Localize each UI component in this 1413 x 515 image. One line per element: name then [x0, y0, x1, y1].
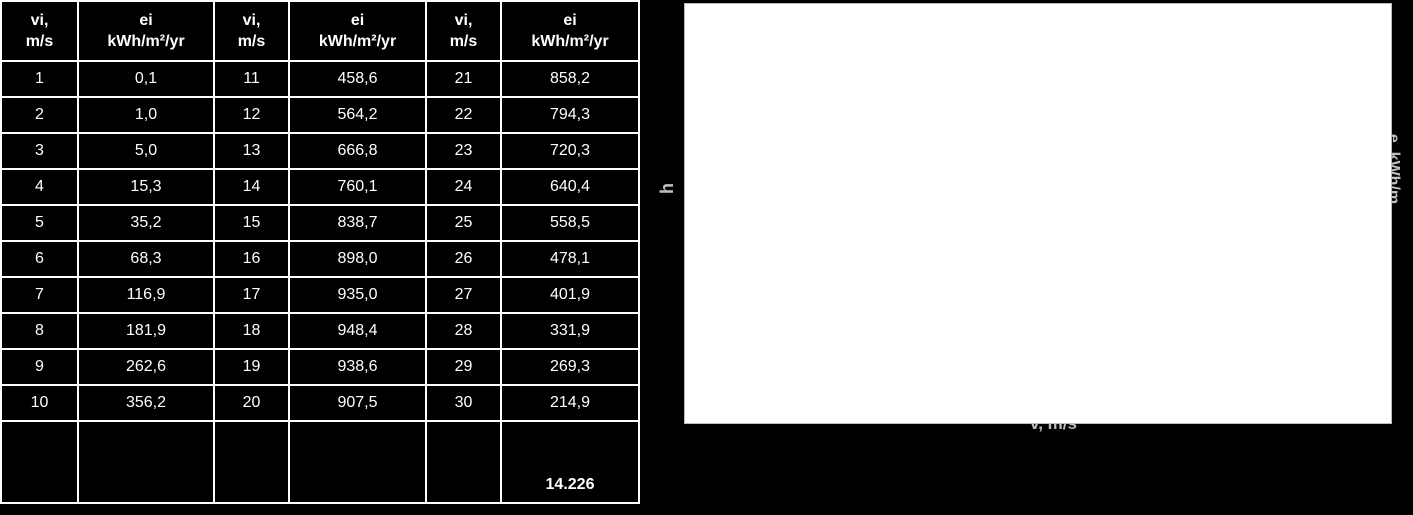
cell-energy: 269,3 — [500, 348, 640, 386]
empty-cell — [77, 420, 215, 504]
cell-energy: 898,0 — [288, 240, 427, 278]
table-row: 7 116,9 17 935,0 27 401,9 — [0, 276, 640, 314]
chart-panel — [684, 3, 1392, 424]
cell-speed: 21 — [425, 60, 502, 98]
cell-speed: 18 — [213, 312, 290, 350]
cell-energy: 838,7 — [288, 204, 427, 242]
cell-energy: 858,2 — [500, 60, 640, 98]
empty-cell — [0, 420, 79, 504]
cell-energy: 907,5 — [288, 384, 427, 422]
cell-speed: 6 — [0, 240, 79, 278]
cell-speed: 17 — [213, 276, 290, 314]
cell-energy: 214,9 — [500, 384, 640, 422]
header-speed-1: vi, m/s — [0, 0, 79, 62]
cell-energy: 35,2 — [77, 204, 215, 242]
cell-speed: 28 — [425, 312, 502, 350]
table-row: 10 356,2 20 907,5 30 214,9 — [0, 384, 640, 422]
cell-energy: 640,4 — [500, 168, 640, 206]
cell-speed: 23 — [425, 132, 502, 170]
cell-speed: 4 — [0, 168, 79, 206]
cell-energy: 558,5 — [500, 204, 640, 242]
cell-energy: 666,8 — [288, 132, 427, 170]
cell-speed: 20 — [213, 384, 290, 422]
cell-speed: 9 — [0, 348, 79, 386]
cell-energy: 564,2 — [288, 96, 427, 134]
header-energy-2: ei kWh/m²/yr — [288, 0, 427, 62]
cell-speed: 26 — [425, 240, 502, 278]
cell-energy: 1,0 — [77, 96, 215, 134]
cell-speed: 19 — [213, 348, 290, 386]
header-energy-3: ei kWh/m²/yr — [500, 0, 640, 62]
header-speed-2: vi, m/s — [213, 0, 290, 62]
cell-speed: 15 — [213, 204, 290, 242]
cell-speed: 5 — [0, 204, 79, 242]
table-row: 1 0,1 11 458,6 21 858,2 — [0, 60, 640, 98]
cell-speed: 3 — [0, 132, 79, 170]
total-energy: 14.226 — [500, 420, 640, 504]
table-row: 2 1,0 12 564,2 22 794,3 — [0, 96, 640, 134]
table-row: 9 262,6 19 938,6 29 269,3 — [0, 348, 640, 386]
cell-energy: 720,3 — [500, 132, 640, 170]
cell-speed: 30 — [425, 384, 502, 422]
cell-energy: 331,9 — [500, 312, 640, 350]
cell-speed: 10 — [0, 384, 79, 422]
cell-speed: 12 — [213, 96, 290, 134]
wind-energy-table: vi, m/s ei kWh/m²/yr vi, m/s ei kWh/m²/yr vi… — [0, 0, 640, 504]
cell-speed: 7 — [0, 276, 79, 314]
cell-speed: 16 — [213, 240, 290, 278]
cell-energy: 262,6 — [77, 348, 215, 386]
empty-cell — [288, 420, 427, 504]
table-header-row: vi, m/s ei kWh/m²/yr vi, m/s ei kWh/m²/yr vi… — [0, 0, 640, 62]
table-row: 6 68,3 16 898,0 26 478,1 — [0, 240, 640, 278]
cell-energy: 401,9 — [500, 276, 640, 314]
cell-energy: 938,6 — [288, 348, 427, 386]
cell-energy: 760,1 — [288, 168, 427, 206]
cell-speed: 22 — [425, 96, 502, 134]
cell-energy: 116,9 — [77, 276, 215, 314]
cell-speed: 14 — [213, 168, 290, 206]
cell-energy: 15,3 — [77, 168, 215, 206]
table-row: 5 35,2 15 838,7 25 558,5 — [0, 204, 640, 242]
table-row: 8 181,9 18 948,4 28 331,9 — [0, 312, 640, 350]
empty-cell — [213, 420, 290, 504]
cell-speed: 8 — [0, 312, 79, 350]
cell-speed: 1 — [0, 60, 79, 98]
cell-energy: 356,2 — [77, 384, 215, 422]
cell-speed: 24 — [425, 168, 502, 206]
cell-energy: 5,0 — [77, 132, 215, 170]
cell-speed: 11 — [213, 60, 290, 98]
cell-speed: 27 — [425, 276, 502, 314]
chart-left-axis-fragment: h — [657, 183, 677, 194]
cell-speed: 25 — [425, 204, 502, 242]
header-energy-1: ei kWh/m²/yr — [77, 0, 215, 62]
header-speed-3: vi, m/s — [425, 0, 502, 62]
cell-energy: 794,3 — [500, 96, 640, 134]
cell-energy: 68,3 — [77, 240, 215, 278]
table-row: 3 5,0 13 666,8 23 720,3 — [0, 132, 640, 170]
cell-energy: 458,6 — [288, 60, 427, 98]
table-total-row: 14.226 — [0, 420, 640, 504]
cell-energy: 948,4 — [288, 312, 427, 350]
table-row: 4 15,3 14 760,1 24 640,4 — [0, 168, 640, 206]
cell-speed: 13 — [213, 132, 290, 170]
cell-energy: 181,9 — [77, 312, 215, 350]
cell-energy: 478,1 — [500, 240, 640, 278]
cell-speed: 29 — [425, 348, 502, 386]
cell-energy: 935,0 — [288, 276, 427, 314]
cell-speed: 2 — [0, 96, 79, 134]
empty-cell — [425, 420, 502, 504]
cell-energy: 0,1 — [77, 60, 215, 98]
